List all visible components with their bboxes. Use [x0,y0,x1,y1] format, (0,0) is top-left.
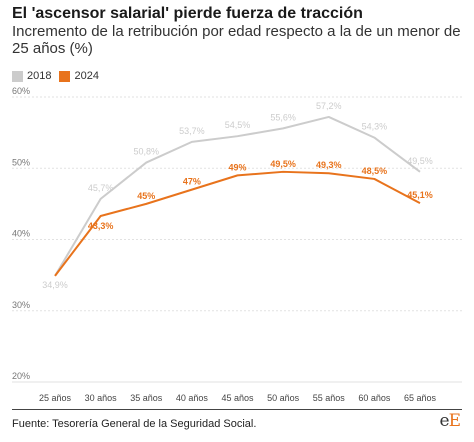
data-label-2024: 49,3% [316,160,342,170]
series-line-2024 [54,170,421,277]
data-label-2024: 47% [183,177,201,187]
x-tick-label: 55 años [313,393,346,403]
x-tick-label: 35 años [130,393,163,403]
legend-label-2018: 2018 [27,70,52,82]
data-label-2024: 48,5% [362,166,388,176]
logo-letter-e: e [439,411,450,431]
data-label-2018: 54,5% [225,120,251,130]
data-label-2018: 55,6% [270,112,296,122]
y-tick-label: 60% [12,86,30,96]
data-label-2024: 49% [228,162,246,172]
x-tick-label: 60 años [358,393,391,403]
publisher-logo: eE [439,411,462,431]
x-tick-label: 40 años [176,393,209,403]
legend-item-2024: 2024 [59,70,99,82]
legend-item-2018: 2018 [12,70,51,82]
data-label-2024: 45% [137,191,155,201]
data-label-2024: 43,3% [88,221,114,231]
series-line-2018 [54,115,421,277]
data-label-2018: 53,7% [179,126,205,136]
data-label-2018: 45,7% [88,183,114,193]
y-tick-label: 40% [12,229,30,239]
chart-title: El 'ascensor salarial' pierde fuerza de … [12,5,363,22]
legend-swatch-2018 [12,70,23,82]
legend-label-2024: 2024 [74,70,99,82]
source-note: Fuente: Tesorería General de la Segurida… [12,418,257,430]
legend: 2018 2024 [12,69,107,83]
y-tick-label: 20% [12,371,30,381]
x-tick-label: 65 años [404,393,437,403]
x-tick-label: 25 años [39,393,72,403]
data-label-2024: 45,1% [407,190,433,200]
logo-letter-E: E [448,411,461,431]
footer-divider [12,409,462,410]
data-label-2024: 49,5% [270,159,296,169]
x-tick-label: 45 años [221,393,254,403]
data-label-2018: 54,3% [362,122,388,132]
data-label-2018: 34,9% [42,280,68,290]
chart-subtitle: Incremento de la retribución por edad re… [12,23,461,57]
data-label-2018: 57,2% [316,101,342,111]
y-tick-label: 30% [12,300,30,310]
data-label-2018: 50,8% [133,147,159,157]
legend-swatch-2024 [59,70,71,82]
data-label-2018: 49,5% [407,156,433,166]
line-chart: 20% 30% 40% 50% 60% 25 años 30 años 35 años 40 a… [12,86,462,403]
x-tick-label: 30 años [85,393,118,403]
x-tick-label: 50 años [267,393,300,403]
y-tick-label: 50% [12,157,30,167]
